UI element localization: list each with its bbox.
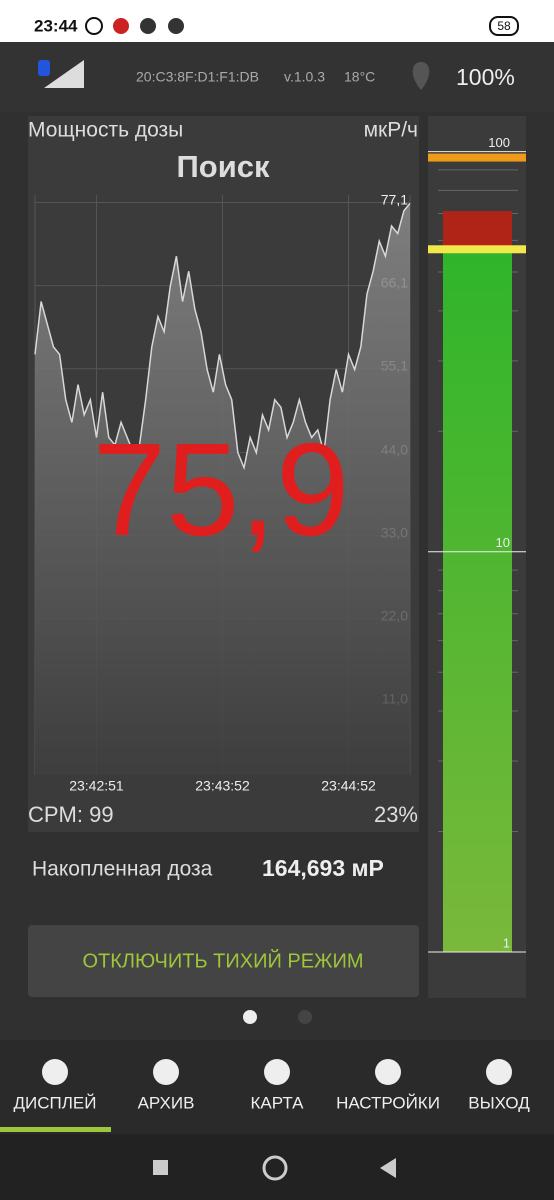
nav-label[interactable]: КАРТА: [251, 1093, 305, 1112]
chart-title: Мощность дозы: [28, 119, 183, 142]
clock: 23:44: [34, 16, 78, 35]
current-value: 75,9: [93, 416, 350, 563]
gauge-threshold: [428, 153, 526, 162]
icon: [140, 18, 156, 34]
gauge-tick-label: 100: [488, 135, 510, 150]
icon: [85, 17, 103, 35]
nav-label[interactable]: АРХИВ: [138, 1093, 195, 1112]
system-nav: [0, 1134, 554, 1200]
home-button[interactable]: [262, 1155, 288, 1181]
nav-label[interactable]: ДИСПЛЕЙ: [14, 1093, 97, 1112]
gauge-tick-label: 10: [496, 535, 510, 550]
nav-label[interactable]: НАСТРОЙКИ: [336, 1093, 440, 1112]
back-button[interactable]: [380, 1158, 396, 1178]
gauge-level: [428, 245, 526, 254]
status-bar: [0, 0, 554, 42]
battery-icon: [489, 16, 519, 36]
percent: 23%: [374, 802, 418, 827]
icon: [113, 18, 129, 34]
recents-button[interactable]: [153, 1160, 168, 1175]
bt-icon: [38, 60, 50, 76]
chart-mode: Поиск: [176, 149, 270, 184]
status-battery: 58: [497, 19, 511, 33]
nav-icon[interactable]: [42, 1059, 68, 1085]
area-line: [34, 202, 411, 471]
y-tick-label: 77,1: [381, 191, 408, 207]
device-id: 20:C3:8F:D1:F1:DB: [136, 69, 259, 85]
x-tick-label: 23:44:52: [321, 778, 376, 794]
x-tick-label: 23:43:52: [195, 778, 250, 794]
header: [0, 42, 554, 112]
nav-icon[interactable]: [486, 1059, 512, 1085]
nav-label[interactable]: ВЫХОД: [468, 1093, 530, 1112]
location-icon: [412, 62, 430, 90]
page-dot[interactable]: [298, 1010, 312, 1024]
gauge-bar: [443, 249, 512, 952]
nav-icon[interactable]: [153, 1059, 179, 1085]
version: v.1.0.3: [284, 69, 325, 85]
battery-level: 100%: [456, 64, 515, 90]
cpm: CPM: 99: [28, 802, 114, 827]
accumulated-label: Накопленная доза: [32, 858, 213, 881]
silent-button[interactable]: [28, 925, 419, 997]
signal-icon: [44, 60, 84, 88]
page-dot[interactable]: [243, 1010, 257, 1024]
nav-bar: [0, 1040, 554, 1134]
x-tick-label: 23:42:51: [69, 778, 124, 794]
silent-button-label[interactable]: ОТКЛЮЧИТЬ ТИХИЙ РЕЖИМ: [82, 948, 363, 972]
icon: [168, 18, 184, 34]
nav-icon[interactable]: [264, 1059, 290, 1085]
nav-active: [0, 1127, 111, 1132]
nav-icon[interactable]: [375, 1059, 401, 1085]
accumulated-value: 164,693 мР: [262, 855, 384, 881]
gauge-tick-label: 1: [503, 935, 510, 950]
temperature: 18°C: [344, 69, 375, 85]
chart-unit: мкР/ч: [364, 119, 418, 142]
area-fill: [35, 203, 410, 775]
